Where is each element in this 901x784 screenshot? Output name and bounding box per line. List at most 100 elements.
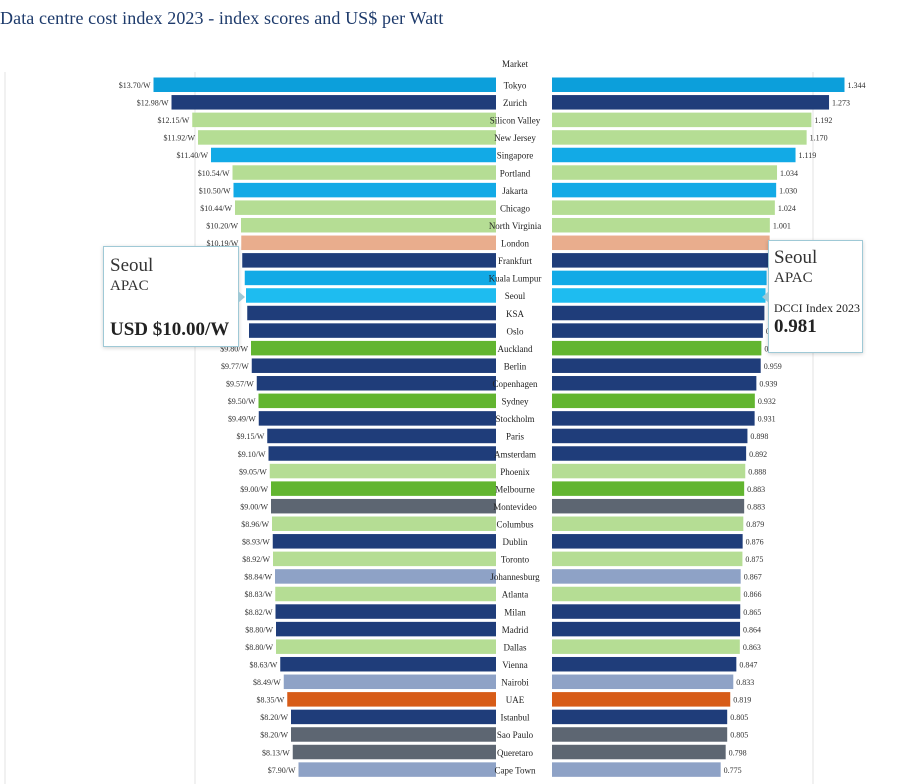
bar-index-tokyo[interactable] bbox=[552, 77, 845, 93]
bar-index-kuala-lumpur[interactable] bbox=[552, 270, 767, 286]
bar-index-portland[interactable] bbox=[552, 165, 778, 180]
bar-index-dallas[interactable] bbox=[552, 639, 740, 654]
bar-usd-sao-paulo[interactable] bbox=[291, 727, 496, 742]
bar-usd-nairobi[interactable] bbox=[283, 674, 496, 690]
bar-index-auckland[interactable] bbox=[552, 340, 762, 356]
index-value-label: 0.898 bbox=[750, 432, 768, 441]
bar-usd-toronto[interactable] bbox=[273, 551, 496, 567]
market-label: Phoenix bbox=[500, 467, 530, 477]
bar-index-queretaro[interactable] bbox=[552, 744, 726, 760]
bar-usd-atlanta[interactable] bbox=[275, 586, 496, 602]
bar-usd-columbus[interactable] bbox=[272, 516, 496, 532]
bar-usd-zurich[interactable] bbox=[171, 95, 497, 110]
market-label: Atlanta bbox=[502, 590, 529, 600]
bar-index-toronto[interactable] bbox=[552, 551, 743, 567]
bar-index-melbourne[interactable] bbox=[552, 481, 745, 496]
bar-index-north-virginia[interactable] bbox=[552, 217, 770, 233]
market-label: Amsterdam bbox=[494, 449, 536, 459]
index-value-label: 0.833 bbox=[736, 678, 754, 687]
bar-index-madrid[interactable] bbox=[552, 621, 741, 637]
bar-usd-north-virginia[interactable] bbox=[241, 217, 496, 233]
bar-index-zurich[interactable] bbox=[552, 95, 830, 110]
bar-usd-portland[interactable] bbox=[232, 165, 497, 180]
index-value-label: 0.931 bbox=[758, 415, 776, 424]
bar-usd-dublin[interactable] bbox=[272, 534, 496, 549]
bar-index-milan[interactable] bbox=[552, 604, 741, 619]
bar-index-johannesburg[interactable] bbox=[552, 569, 741, 584]
bar-usd-singapore[interactable] bbox=[211, 147, 496, 163]
bar-usd-madrid[interactable] bbox=[276, 621, 496, 637]
bar-index-sydney[interactable] bbox=[552, 393, 755, 409]
bar-usd-amsterdam[interactable] bbox=[268, 446, 497, 461]
bar-usd-cape-town[interactable] bbox=[298, 762, 497, 777]
bar-index-seoul[interactable] bbox=[552, 288, 766, 303]
bar-index-istanbul[interactable] bbox=[552, 709, 728, 725]
bar-usd-paris[interactable] bbox=[267, 428, 496, 444]
bar-index-berlin[interactable] bbox=[552, 358, 761, 373]
usd-value-label: $9.05/W bbox=[239, 467, 267, 476]
usd-value-label: $11.92/W bbox=[164, 134, 196, 143]
bar-index-dublin[interactable] bbox=[552, 534, 743, 549]
bar-index-jakarta[interactable] bbox=[552, 182, 777, 198]
bar-usd-kuala-lumpur[interactable] bbox=[244, 270, 496, 286]
bar-index-nairobi[interactable] bbox=[552, 674, 734, 690]
bar-usd-ksa[interactable] bbox=[247, 305, 496, 321]
bar-usd-uae[interactable] bbox=[287, 692, 496, 707]
bar-index-frankfurt[interactable] bbox=[552, 253, 769, 268]
bar-index-ksa[interactable] bbox=[552, 305, 765, 321]
bar-usd-jakarta[interactable] bbox=[233, 182, 497, 198]
bar-index-silicon-valley[interactable] bbox=[552, 112, 812, 128]
bar-usd-tokyo[interactable] bbox=[153, 77, 497, 93]
bar-usd-berlin[interactable] bbox=[251, 358, 496, 373]
bar-usd-chicago[interactable] bbox=[235, 200, 496, 215]
index-value-label: 0.805 bbox=[730, 713, 748, 722]
index-value-label: 0.876 bbox=[746, 538, 764, 547]
index-value-label: 0.847 bbox=[739, 660, 757, 669]
bar-index-chicago[interactable] bbox=[552, 200, 775, 215]
bar-index-montevideo[interactable] bbox=[552, 498, 745, 514]
bar-index-phoenix[interactable] bbox=[552, 463, 746, 479]
bar-index-uae[interactable] bbox=[552, 692, 731, 707]
index-value-label: 0.819 bbox=[733, 696, 751, 705]
bar-index-amsterdam[interactable] bbox=[552, 446, 747, 461]
bar-index-stockholm[interactable] bbox=[552, 411, 755, 426]
bar-usd-silicon-valley[interactable] bbox=[192, 112, 496, 128]
bar-usd-oslo[interactable] bbox=[249, 323, 496, 338]
bar-usd-johannesburg[interactable] bbox=[275, 569, 496, 584]
bar-usd-vienna[interactable] bbox=[280, 656, 496, 672]
bar-index-copenhagen[interactable] bbox=[552, 376, 757, 391]
bar-index-sao-paulo[interactable] bbox=[552, 727, 728, 742]
bar-usd-milan[interactable] bbox=[275, 604, 497, 619]
bar-index-columbus[interactable] bbox=[552, 516, 744, 532]
bar-usd-melbourne[interactable] bbox=[271, 481, 496, 496]
bar-usd-london[interactable] bbox=[241, 235, 496, 251]
bar-usd-stockholm[interactable] bbox=[258, 411, 496, 426]
bar-index-singapore[interactable] bbox=[552, 147, 796, 163]
bar-usd-phoenix[interactable] bbox=[269, 463, 496, 479]
bar-index-new-jersey[interactable] bbox=[552, 130, 807, 145]
bar-index-cape-town[interactable] bbox=[552, 762, 721, 777]
usd-value-label: $9.50/W bbox=[228, 397, 256, 406]
bar-index-oslo[interactable] bbox=[552, 323, 763, 338]
bar-usd-sydney[interactable] bbox=[258, 393, 497, 409]
tooltip-region: APAC bbox=[110, 278, 149, 294]
usd-value-label: $8.49/W bbox=[253, 678, 281, 687]
usd-value-label: $10.44/W bbox=[200, 204, 232, 213]
bar-usd-auckland[interactable] bbox=[251, 340, 496, 356]
bar-usd-istanbul[interactable] bbox=[291, 709, 496, 725]
bar-index-london[interactable] bbox=[552, 235, 770, 251]
bar-usd-montevideo[interactable] bbox=[271, 498, 496, 514]
bar-index-vienna[interactable] bbox=[552, 656, 737, 672]
bar-index-paris[interactable] bbox=[552, 428, 748, 444]
bar-usd-dallas[interactable] bbox=[276, 639, 496, 654]
usd-value-label: $8.35/W bbox=[256, 696, 284, 705]
market-label: Seoul bbox=[505, 291, 526, 301]
usd-value-label: $12.98/W bbox=[137, 99, 169, 108]
bar-usd-frankfurt[interactable] bbox=[242, 253, 496, 268]
bar-usd-copenhagen[interactable] bbox=[256, 376, 496, 391]
bar-usd-queretaro[interactable] bbox=[292, 744, 496, 760]
bar-index-atlanta[interactable] bbox=[552, 586, 741, 602]
bar-usd-new-jersey[interactable] bbox=[198, 130, 496, 145]
bar-usd-seoul[interactable] bbox=[246, 288, 496, 303]
